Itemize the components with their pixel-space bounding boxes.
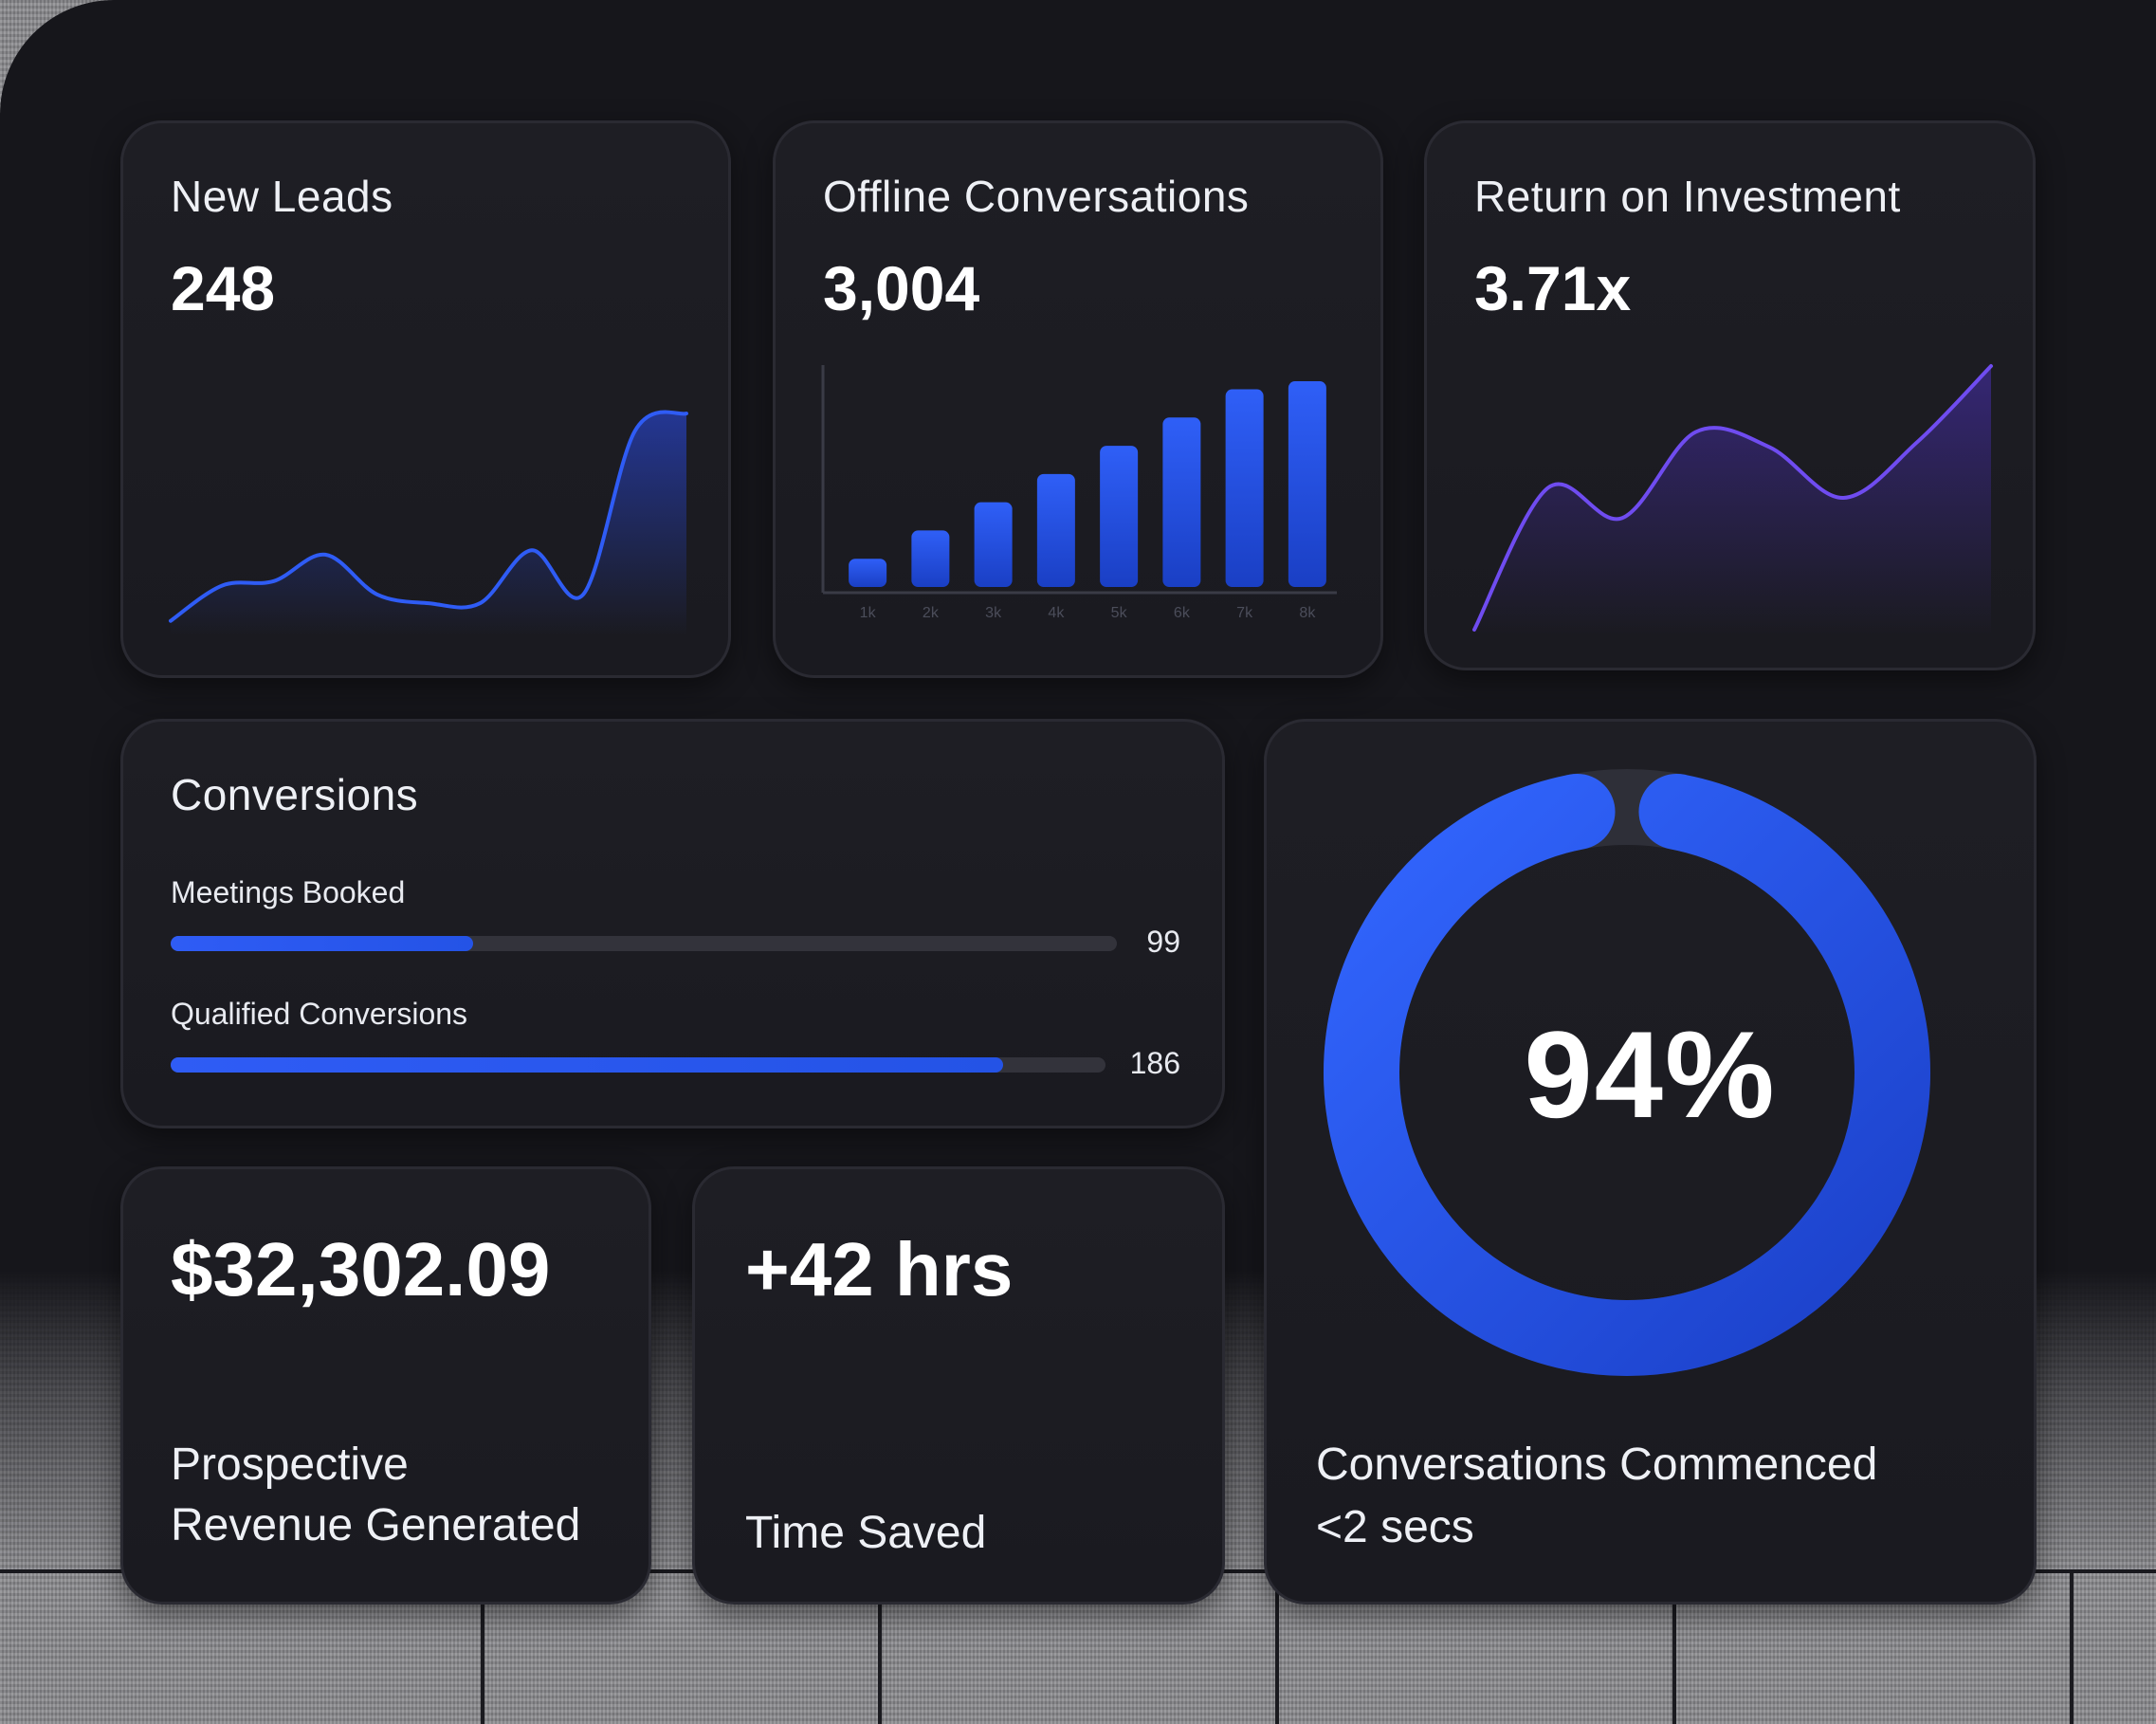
offline-tick-5k: 5k bbox=[1111, 605, 1128, 621]
roi-chart bbox=[1472, 364, 1993, 635]
offline-bar-8k bbox=[1288, 381, 1326, 587]
revenue-label-line2: Revenue Generated bbox=[171, 1500, 581, 1550]
roi-title: Return on Investment bbox=[1474, 172, 1901, 221]
roi-card[interactable]: Return on Investment 3.71x bbox=[1424, 120, 2036, 670]
qualified-conversions-track bbox=[171, 1057, 1105, 1073]
offline-tick-7k: 7k bbox=[1236, 605, 1253, 621]
conversations-commenced-card[interactable]: 94% Conversations Commenced <2 secs bbox=[1264, 719, 2037, 1605]
new-leads-value: 248 bbox=[171, 253, 276, 323]
qualified-conversions-label: Qualified Conversions bbox=[171, 997, 468, 1031]
meetings-booked-track bbox=[171, 936, 1117, 951]
new-leads-card[interactable]: New Leads 248 bbox=[120, 120, 731, 678]
offline-tick-4k: 4k bbox=[1048, 605, 1065, 621]
qualified-conversions-fill bbox=[171, 1057, 1003, 1073]
conversations-commenced-percent: 94% bbox=[1524, 1005, 1777, 1144]
revenue-label-line1: Prospective bbox=[171, 1440, 409, 1490]
new-leads-title: New Leads bbox=[171, 172, 393, 221]
offline-bar-1k bbox=[849, 559, 887, 587]
roi-line bbox=[1472, 364, 1993, 632]
offline-tick-8k: 8k bbox=[1299, 605, 1316, 621]
conversions-card[interactable]: Conversions Meetings Booked 99 Qualified… bbox=[120, 719, 1225, 1128]
offline-conversations-title: Offline Conversations bbox=[823, 172, 1250, 221]
offline-conversations-value: 3,004 bbox=[823, 253, 980, 323]
conversations-donut-chart bbox=[1324, 769, 1930, 1376]
offline-conversations-chart: 1k 2k 3k 4k 5k 6k 7k 8k bbox=[821, 365, 1337, 621]
offline-tick-2k: 2k bbox=[923, 605, 940, 621]
time-saved-card[interactable]: +42 hrs Time Saved bbox=[692, 1166, 1225, 1605]
meetings-booked-label: Meetings Booked bbox=[171, 875, 406, 909]
meetings-booked-fill bbox=[171, 936, 474, 951]
conversations-commenced-label-line1: Conversations Commenced bbox=[1316, 1440, 1878, 1490]
donut-progress-arc bbox=[1324, 773, 1930, 1376]
new-leads-line bbox=[169, 410, 688, 623]
time-saved-value: +42 hrs bbox=[745, 1227, 1014, 1311]
conversions-title: Conversions bbox=[171, 770, 419, 819]
offline-bar-2k bbox=[911, 530, 950, 587]
meetings-booked-value: 99 bbox=[1146, 925, 1180, 959]
conversations-commenced-label-line2: <2 secs bbox=[1316, 1502, 1474, 1552]
roi-area-fill bbox=[1474, 366, 1991, 635]
offline-bar-5k bbox=[1100, 446, 1139, 587]
revenue-card[interactable]: $32,302.09 Prospective Revenue Generated bbox=[120, 1166, 651, 1605]
offline-conversations-card[interactable]: Offline Conversations 3,004 1k 2k 3k 4k 5k 6k… bbox=[773, 120, 1383, 678]
offline-bar-4k bbox=[1036, 473, 1075, 587]
offline-tick-1k: 1k bbox=[860, 605, 877, 621]
revenue-value: $32,302.09 bbox=[171, 1227, 551, 1311]
roi-value: 3.71x bbox=[1474, 253, 1632, 323]
offline-bar-6k bbox=[1162, 417, 1201, 587]
offline-tick-3k: 3k bbox=[985, 605, 1002, 621]
offline-tick-6k: 6k bbox=[1174, 605, 1191, 621]
offline-bar-7k bbox=[1225, 389, 1264, 587]
offline-bar-3k bbox=[974, 502, 1013, 587]
new-leads-chart bbox=[169, 410, 688, 635]
time-saved-label: Time Saved bbox=[745, 1508, 987, 1558]
qualified-conversions-value: 186 bbox=[1129, 1046, 1180, 1080]
